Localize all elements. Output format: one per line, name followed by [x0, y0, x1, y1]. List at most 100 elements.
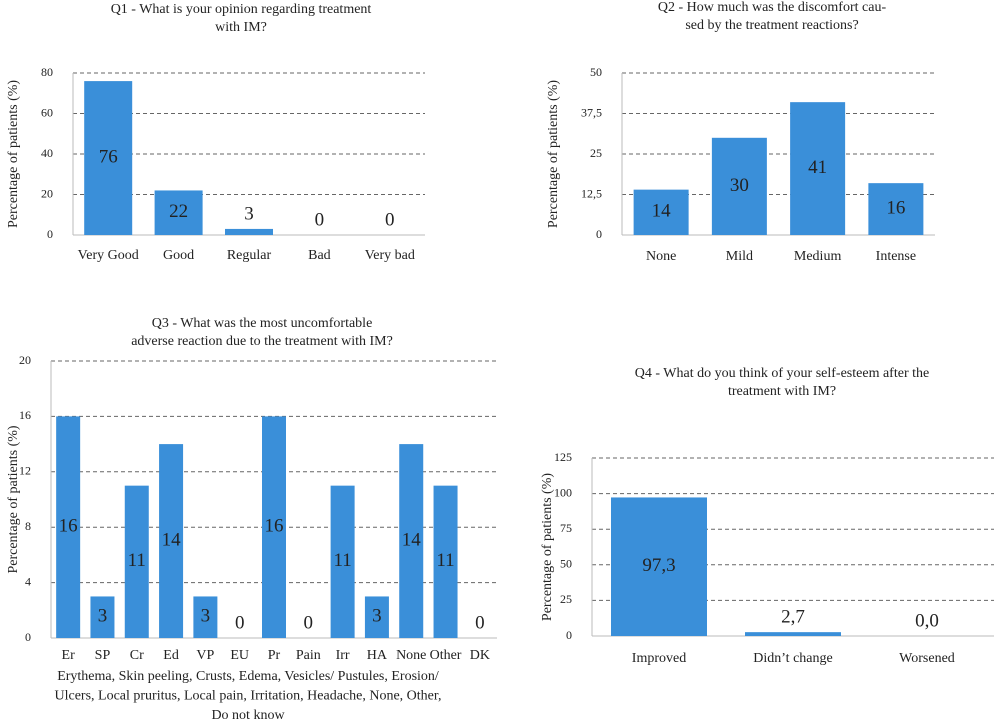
note: Ulcers, Local pruritus, Local pain, Irri…: [54, 689, 441, 704]
y-axis-label: Percentage of patients (%): [6, 80, 21, 228]
value-label: 0,0: [915, 610, 939, 631]
bar: [90, 596, 115, 638]
value-label: 0: [235, 612, 245, 633]
bar: [262, 416, 286, 638]
value-label: 0: [385, 209, 395, 230]
value-label: 76: [99, 146, 118, 167]
x-tick-label: Other: [430, 648, 462, 663]
bar: [633, 189, 689, 235]
value-label: 11: [333, 550, 351, 571]
y-tick-label: 16: [19, 408, 31, 422]
y-tick-label: 0: [566, 628, 572, 642]
y-axis-label: Percentage of patients (%): [540, 473, 555, 621]
y-tick-label: 125: [554, 450, 572, 464]
bar: [364, 596, 389, 638]
value-label: 14: [652, 201, 672, 222]
x-tick-label: Worsened: [899, 651, 955, 666]
y-tick-label: 25: [560, 592, 572, 606]
y-tick-label: 20: [19, 353, 31, 367]
bar: [399, 444, 424, 638]
x-tick-label: Cr: [130, 648, 144, 663]
x-tick-label: HA: [367, 648, 388, 663]
value-label: 16: [59, 516, 78, 537]
y-tick-label: 20: [41, 186, 53, 200]
value-label: 22: [169, 201, 188, 222]
y-axis-label: Percentage of patients (%): [6, 425, 21, 573]
x-tick-label: Er: [62, 648, 76, 663]
value-label: 97,3: [642, 555, 675, 576]
value-label: 0: [315, 209, 325, 230]
y-tick-label: 25: [590, 146, 602, 160]
note: Do not know: [211, 708, 285, 721]
y-tick-label: 0: [596, 227, 602, 241]
x-tick-label: Didn’t change: [753, 651, 832, 666]
bar: [745, 632, 841, 636]
x-tick-label: EU: [230, 648, 249, 663]
chart-title: Q2 - How much was the discomfort cau-: [658, 0, 887, 15]
bar: [193, 596, 218, 638]
x-tick-label: None: [396, 648, 426, 663]
x-tick-label: None: [646, 249, 676, 264]
value-label: 11: [128, 550, 146, 571]
value-label: 0: [475, 612, 485, 633]
y-tick-label: 60: [41, 105, 53, 119]
value-label: 3: [372, 606, 382, 627]
x-tick-label: Pain: [296, 648, 321, 663]
x-tick-label: Irr: [336, 648, 350, 663]
x-tick-label: Regular: [227, 248, 272, 263]
y-tick-label: 8: [25, 519, 31, 533]
chart-title: Q3 - What was the most uncomfortable: [152, 316, 373, 331]
y-tick-label: 80: [41, 65, 53, 79]
bar: [159, 444, 184, 638]
chart-title: with IM?: [215, 20, 267, 35]
x-tick-label: Ed: [163, 648, 179, 663]
x-tick-label: SP: [95, 648, 111, 663]
value-label: 3: [244, 203, 254, 224]
y-tick-label: 0: [25, 630, 31, 644]
bar: [154, 190, 203, 235]
value-label: 41: [808, 157, 827, 178]
y-tick-label: 50: [590, 65, 602, 79]
bar: [225, 228, 273, 235]
value-label: 14: [402, 529, 422, 550]
chart-title: adverse reaction due to the treatment wi…: [131, 334, 393, 349]
bar: [711, 137, 767, 235]
y-tick-label: 12: [19, 464, 31, 478]
note: Erythema, Skin peeling, Crusts, Edema, V…: [57, 669, 439, 684]
value-label: 14: [162, 529, 182, 550]
value-label: 16: [265, 516, 284, 537]
bar: [790, 102, 846, 235]
value-label: 0: [304, 612, 314, 633]
bar: [868, 183, 924, 235]
x-tick-label: DK: [470, 648, 490, 663]
x-tick-label: Pr: [268, 648, 281, 663]
bar: [56, 416, 81, 638]
x-tick-label: Good: [163, 248, 194, 263]
x-tick-label: Mild: [726, 249, 753, 264]
x-tick-label: VP: [196, 648, 214, 663]
bar: [124, 485, 149, 638]
x-tick-label: Medium: [794, 249, 842, 264]
value-label: 3: [201, 606, 211, 627]
x-tick-label: Very Good: [78, 248, 139, 263]
y-tick-label: 50: [560, 557, 572, 571]
y-tick-label: 12,5: [581, 186, 602, 200]
chart-title: sed by the treatment reactions?: [685, 18, 858, 33]
y-tick-label: 4: [25, 574, 31, 588]
bar: [84, 81, 133, 235]
y-tick-label: 40: [41, 146, 53, 160]
value-label: 3: [98, 606, 108, 627]
y-tick-label: 37,5: [581, 105, 602, 119]
y-tick-label: 0: [47, 227, 53, 241]
chart-title: Q4 - What do you think of your self-este…: [635, 366, 929, 381]
y-axis-label: Percentage of patients (%): [546, 80, 561, 228]
value-label: 16: [886, 197, 905, 218]
x-tick-label: Very bad: [365, 248, 415, 263]
bar: [611, 497, 707, 636]
x-tick-label: Bad: [308, 248, 331, 263]
x-tick-label: Improved: [632, 651, 686, 666]
value-label: 11: [436, 550, 454, 571]
value-label: 2,7: [781, 607, 805, 628]
chart-title: Q1 - What is your opinion regarding trea…: [111, 2, 372, 17]
